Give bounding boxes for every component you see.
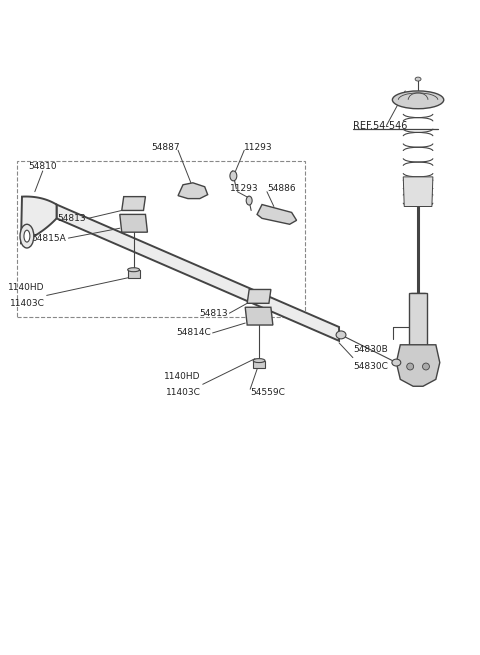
Bar	[128, 270, 140, 278]
Ellipse shape	[392, 359, 401, 366]
Ellipse shape	[415, 77, 421, 81]
Ellipse shape	[392, 91, 444, 109]
Text: 54559C: 54559C	[250, 388, 285, 397]
Ellipse shape	[336, 331, 346, 339]
Polygon shape	[122, 196, 145, 210]
Text: 54830C: 54830C	[353, 362, 388, 371]
Polygon shape	[57, 204, 339, 341]
Ellipse shape	[24, 230, 30, 242]
Polygon shape	[396, 345, 440, 386]
Ellipse shape	[230, 171, 237, 181]
Text: 54887: 54887	[151, 143, 180, 152]
Bar	[17, 161, 305, 317]
Text: 54830B: 54830B	[353, 345, 388, 354]
Text: 11293: 11293	[230, 184, 259, 193]
Ellipse shape	[407, 363, 414, 370]
Polygon shape	[245, 307, 273, 325]
Text: 54810: 54810	[28, 162, 57, 172]
Polygon shape	[178, 183, 208, 198]
Text: REF.54-546: REF.54-546	[353, 121, 407, 130]
Ellipse shape	[20, 224, 34, 248]
Text: 54813: 54813	[58, 214, 86, 223]
Text: 1140HD: 1140HD	[164, 372, 201, 381]
Text: 11293: 11293	[244, 143, 273, 152]
Polygon shape	[403, 177, 433, 206]
Text: 54814C: 54814C	[176, 328, 211, 337]
Text: 54886: 54886	[267, 184, 296, 193]
Polygon shape	[247, 290, 271, 303]
Polygon shape	[257, 204, 297, 224]
Text: 1140HD: 1140HD	[8, 283, 45, 292]
Ellipse shape	[128, 268, 140, 272]
Ellipse shape	[253, 359, 265, 363]
Ellipse shape	[246, 196, 252, 205]
Text: 11403C: 11403C	[10, 299, 45, 308]
Polygon shape	[21, 196, 57, 243]
Bar	[253, 361, 265, 369]
Ellipse shape	[422, 363, 430, 370]
Text: 11403C: 11403C	[166, 388, 201, 397]
Bar	[409, 293, 427, 345]
Polygon shape	[120, 214, 147, 232]
Text: 54815A: 54815A	[32, 234, 66, 242]
Text: 54813: 54813	[199, 309, 228, 318]
